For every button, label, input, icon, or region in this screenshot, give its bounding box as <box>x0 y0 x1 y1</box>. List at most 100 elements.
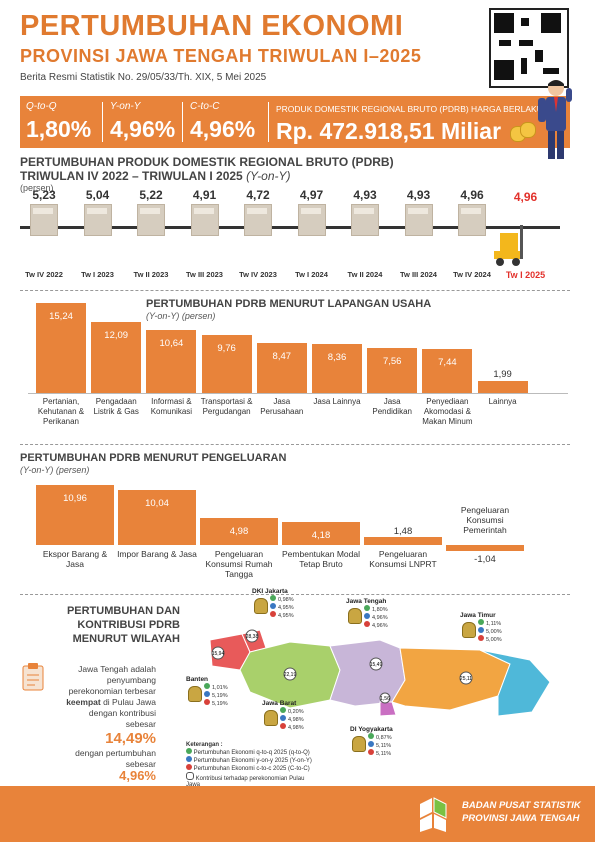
sector-axis <box>28 393 568 394</box>
expenditure-bar <box>36 485 114 545</box>
province-emblem-icon <box>352 736 366 752</box>
province-metric: 1,11% <box>478 619 522 627</box>
legend-yoy: Pertumbuhan Ekonomi y-on-y 2025 (Y-on-Y) <box>193 758 312 764</box>
box-icon <box>30 204 58 236</box>
province-metric: 5,00% <box>478 627 522 635</box>
province-card: Jawa Tengah 1,80% 4,96% 4,96% <box>346 598 408 629</box>
province-name: DKI Jakarta <box>252 588 288 595</box>
region-desc-line: Jawa Tengah adalah <box>78 664 156 674</box>
province-metric-value: 5,00% <box>486 637 502 643</box>
expenditure-chart-title: PERTUMBUHAN PDRB MENURUT PENGELUARAN <box>20 452 287 464</box>
province-metric-value: 1,11% <box>486 621 502 627</box>
quarterly-basis: (Y-on-Y) <box>246 169 291 183</box>
quarter-label: Tw II 2024 <box>347 270 383 279</box>
quarter-label: Tw II 2023 <box>133 270 169 279</box>
quarter-value: 4,93 <box>406 188 431 202</box>
java-map: 15,94 28,38 22,19 15,49 1,56 25,11 <box>209 629 551 717</box>
quarterly-title-2: TRIWULAN IV 2022 – TRIWULAN I 2025 (Y-on… <box>20 169 291 183</box>
quarterly-title: PERTUMBUHAN PRODUK DOMESTIK REGIONAL BRU… <box>20 155 394 169</box>
metric-dot-icon <box>204 683 210 689</box>
sector-category: Jasa Lainnya <box>313 397 361 406</box>
province-emblem-icon <box>462 622 476 638</box>
sector-bar-value: 7,56 <box>382 356 402 368</box>
province-metric: 4,98% <box>280 723 324 731</box>
province-metric-value: 1,80% <box>372 607 388 613</box>
sector-bar <box>36 303 86 393</box>
divider <box>268 102 269 142</box>
metric-dot-icon <box>280 723 286 729</box>
province-metric-value: 4,96% <box>372 615 388 621</box>
region-title: PERTUMBUHAN DAN KONTRIBUSI PDRB MENURUT … <box>20 604 180 646</box>
section-divider <box>20 594 570 595</box>
province-metric: 0,20% <box>280 707 324 715</box>
sector-category: Penyediaan Akomodasi & Makan Minum <box>422 397 473 426</box>
province-metric: 5,19% <box>204 691 248 699</box>
region-desc-line: sebesar <box>125 719 156 729</box>
divider <box>102 102 103 142</box>
expenditure-bar-value: 10,96 <box>63 493 87 504</box>
kpi-yoy-value: 4,96% <box>110 116 176 142</box>
quarter-label: Tw IV 2022 <box>25 270 63 279</box>
map-share-dki: 28,38 <box>246 634 259 640</box>
region-title-line: PERTUMBUHAN DAN <box>66 605 180 617</box>
map-share-banten: 15,94 <box>212 651 225 657</box>
sector-bar-value: 8,36 <box>327 351 347 363</box>
sector-bar <box>477 381 528 393</box>
quarter-label: Tw I 2025 <box>505 270 546 280</box>
metric-dot-icon <box>364 613 370 619</box>
province-metric: 5,11% <box>368 741 412 749</box>
yoy-dot-icon <box>186 756 192 762</box>
sector-bar <box>367 348 418 393</box>
sector-category: Jasa Perusahaan <box>260 397 304 416</box>
metric-dot-icon <box>364 605 370 611</box>
box-icon <box>190 204 219 236</box>
expenditure-category: Pengeluaran Konsumsi LNPRT <box>369 549 437 569</box>
province-metric-value: 4,98% <box>288 717 304 723</box>
sector-bar <box>91 321 142 393</box>
expenditure-category: Impor Barang & Jasa <box>117 549 197 559</box>
quarter-value: 4,97 <box>299 188 324 202</box>
sector-bar-value: 15,24 <box>49 311 73 322</box>
expenditure-bar <box>282 522 360 545</box>
metric-dot-icon <box>204 699 210 705</box>
map-share-diy: 1,56 <box>380 696 390 702</box>
region-description: Jawa Tengah adalah penyumbang perekonomi… <box>40 664 156 730</box>
province-metric: 4,96% <box>364 621 408 629</box>
province-metric-value: 5,00% <box>486 629 502 635</box>
kpi-band: Q-to-Q 1,80% Y-on-Y 4,96% C-to-C 4,96% P… <box>20 96 570 148</box>
province-metric: 4,95% <box>270 611 314 619</box>
quarter-value: 4,91 <box>192 188 217 202</box>
brs-reference: Berita Resmi Statistik No. 29/05/33/Th. … <box>20 72 267 83</box>
legend-ctc: Pertumbuhan Ekonomi c-to-c 2025 (C-to-C) <box>193 766 310 772</box>
expenditure-chart-subtitle: (Y-on-Y) (persen) <box>20 465 90 475</box>
sector-bar <box>312 343 362 393</box>
province-metric: 4,98% <box>280 715 324 723</box>
quarterly-period: TRIWULAN IV 2022 – TRIWULAN I 2025 <box>20 169 243 183</box>
province-emblem-icon <box>188 686 202 702</box>
province-metric: 0,87% <box>368 733 412 741</box>
region-desc-line: perekonomian terbesar <box>68 686 156 696</box>
coin-icon <box>520 122 536 138</box>
map-jawa-timur-east <box>479 649 551 717</box>
map-legend: Keterangan : Pertumbuhan Ekonomi q-to-q … <box>186 742 316 788</box>
page-subtitle: PROVINSI JAWA TENGAH TRIWULAN I–2025 <box>20 46 422 66</box>
province-metric-value: 0,87% <box>376 735 392 741</box>
forklift-icon <box>494 225 523 266</box>
pdrb-label: PRODUK DOMESTIK REGIONAL BRUTO (PDRB) HA… <box>276 104 543 114</box>
province-card: Jawa Timur 1,11% 5,00% 5,00% <box>460 612 522 643</box>
businessman-icon <box>538 80 572 159</box>
expenditure-bar-value: 1,48 <box>393 525 413 537</box>
region-growth: 4,96% <box>119 768 156 783</box>
map-di-yogyakarta <box>379 701 397 717</box>
province-metric: 1,80% <box>364 605 408 613</box>
pdrb-value: Rp. 472.918,51 Miliar <box>276 118 502 144</box>
region-desc-line: penyumbang <box>106 675 156 685</box>
sector-bar-value: 8,47 <box>272 350 292 362</box>
sector-category: Jasa Pendidikan <box>372 397 412 416</box>
qr-code[interactable] <box>489 8 569 88</box>
province-name: Jawa Barat <box>262 700 297 707</box>
province-metric-value: 5,11% <box>376 743 392 749</box>
bps-name: BADAN PUSAT STATISTIK <box>462 800 581 811</box>
expenditure-bar <box>446 545 524 551</box>
region-rank: keempat <box>66 697 101 707</box>
